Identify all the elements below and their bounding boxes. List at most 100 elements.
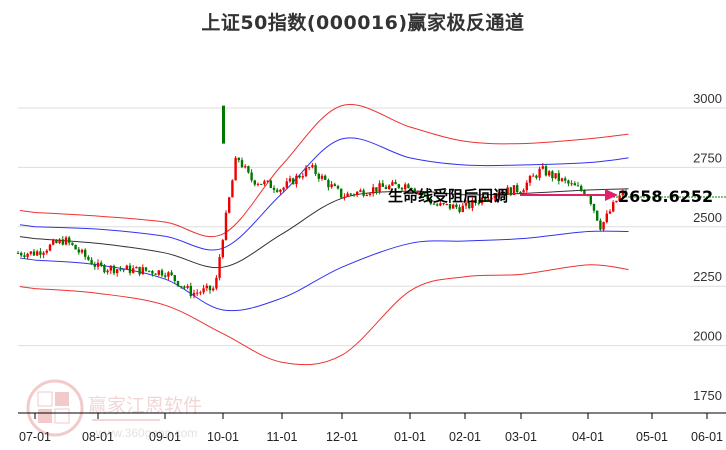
candle bbox=[100, 262, 103, 266]
candle bbox=[109, 265, 112, 271]
candle bbox=[71, 242, 74, 245]
candle bbox=[404, 184, 407, 190]
candle bbox=[39, 251, 42, 255]
candle bbox=[362, 190, 365, 196]
candle bbox=[218, 257, 221, 278]
candle bbox=[90, 259, 93, 265]
candle bbox=[157, 270, 160, 275]
candle bbox=[544, 166, 548, 176]
candle bbox=[493, 195, 496, 199]
candle bbox=[448, 203, 452, 209]
candle bbox=[573, 183, 576, 186]
candle bbox=[464, 202, 468, 206]
candle bbox=[455, 204, 458, 208]
candle bbox=[180, 286, 183, 288]
channel-bands bbox=[19, 103, 629, 366]
y-tick-label: 2250 bbox=[693, 269, 722, 284]
candle bbox=[589, 195, 592, 204]
x-tick-label: 08-01 bbox=[82, 430, 114, 444]
candle bbox=[26, 253, 29, 257]
candle bbox=[212, 288, 215, 291]
band-line bbox=[19, 188, 629, 269]
candle bbox=[160, 270, 164, 276]
candle bbox=[570, 183, 573, 185]
candle bbox=[154, 273, 157, 275]
candle bbox=[439, 203, 442, 206]
candle bbox=[560, 178, 564, 181]
candle bbox=[567, 180, 570, 184]
candle bbox=[381, 183, 384, 187]
candle bbox=[528, 176, 532, 183]
candle bbox=[228, 197, 231, 213]
candle bbox=[548, 171, 551, 176]
candle bbox=[496, 194, 500, 196]
candle bbox=[557, 173, 560, 181]
candle bbox=[29, 251, 32, 254]
candle bbox=[256, 183, 260, 185]
candle bbox=[202, 288, 205, 293]
x-tick-label: 03-01 bbox=[505, 430, 537, 444]
candle bbox=[151, 271, 154, 274]
candle bbox=[618, 195, 621, 201]
candle bbox=[615, 200, 618, 203]
candle bbox=[368, 193, 372, 196]
candle bbox=[397, 184, 400, 188]
x-tick-label: 02-01 bbox=[449, 430, 481, 444]
candle bbox=[308, 167, 311, 169]
candle bbox=[144, 267, 148, 271]
watermark-url: www.360gann.com bbox=[95, 426, 197, 440]
candle bbox=[624, 191, 628, 193]
chart-title: 上证50指数(000016)赢家极反通道 bbox=[201, 12, 525, 34]
candle bbox=[490, 198, 493, 200]
candle bbox=[288, 178, 292, 182]
candle bbox=[468, 202, 471, 209]
x-tick-label: 10-01 bbox=[207, 430, 239, 444]
candle bbox=[519, 191, 522, 193]
annotation-text: 生命线受阻后回调 bbox=[388, 187, 508, 205]
candle bbox=[282, 187, 285, 190]
y-tick-label: 1750 bbox=[693, 388, 722, 403]
candle bbox=[196, 292, 199, 294]
candle bbox=[474, 199, 477, 203]
candle bbox=[327, 179, 330, 188]
candle bbox=[93, 264, 96, 267]
band-line bbox=[19, 137, 629, 251]
candle bbox=[365, 195, 368, 197]
candle bbox=[260, 183, 263, 185]
x-axis: 07-01 08-01 09-01 10-01 11-01 12-01 01-01 02-01… bbox=[18, 412, 726, 444]
candle bbox=[164, 275, 167, 277]
candle bbox=[346, 193, 349, 197]
watermark-logo-icon bbox=[26, 379, 84, 437]
candle bbox=[128, 265, 132, 273]
candle bbox=[80, 249, 84, 253]
candle bbox=[285, 181, 288, 188]
candle bbox=[276, 189, 279, 192]
current-price-label: 2658.6252 bbox=[618, 187, 713, 206]
watermark: 赢家江恩软件 www.360gann.com bbox=[26, 379, 202, 440]
candle bbox=[253, 180, 256, 185]
candle bbox=[359, 190, 362, 192]
candle bbox=[605, 213, 608, 223]
candle bbox=[138, 266, 141, 275]
candle bbox=[340, 188, 343, 198]
candle bbox=[304, 167, 308, 177]
candle bbox=[445, 203, 448, 205]
candle bbox=[96, 262, 100, 267]
candle bbox=[208, 285, 212, 291]
candle bbox=[205, 285, 208, 289]
candle bbox=[298, 175, 301, 178]
candle bbox=[522, 190, 525, 193]
candle bbox=[426, 194, 429, 200]
candle bbox=[20, 253, 23, 256]
candle bbox=[343, 196, 346, 198]
candle bbox=[170, 272, 173, 276]
annotation-arrow bbox=[520, 189, 618, 201]
candle bbox=[356, 191, 359, 196]
candle bbox=[292, 178, 295, 185]
candle bbox=[442, 203, 445, 205]
candle bbox=[413, 188, 416, 192]
x-tick-label: 07-01 bbox=[19, 430, 51, 444]
candle bbox=[247, 166, 250, 173]
candle bbox=[36, 251, 39, 256]
candle bbox=[384, 186, 388, 189]
